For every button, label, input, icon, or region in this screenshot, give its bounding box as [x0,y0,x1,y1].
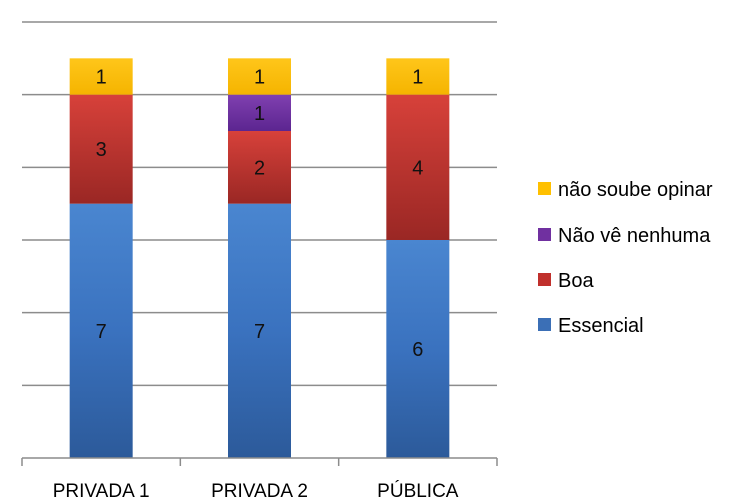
bar-essencial-2 [228,203,291,458]
data-label-nao-soube-opinar-2: 1 [254,67,265,89]
data-label-nao-ve-nenhuma-2: 1 [254,103,265,125]
bar-boa-2 [228,131,291,204]
bars: 7 3 1 7 2 1 1 6 4 1 [69,58,450,458]
bar-boa-1 [69,94,133,204]
legend-swatch-boa [538,273,551,286]
legend-label-boa: Boa [558,270,594,292]
bar-nao-soube-opinar-1 [69,58,133,95]
data-label-essencial-2: 7 [254,321,265,343]
legend-swatch-nao-ve-nenhuma [538,228,551,241]
legend-swatch-essencial [538,318,551,331]
x-tick-label-2: PRIVADA 2 [211,481,308,502]
bar-nao-soube-opinar-3 [386,58,450,95]
x-axis: PRIVADA 1 PRIVADA 2 PÚBLICA [21,457,498,502]
legend-label-essencial: Essencial [558,315,644,337]
bar-essencial-3 [386,240,450,458]
data-label-essencial-3: 6 [412,339,423,361]
legend-label-nao-soube-opinar: não soube opinar [558,179,713,201]
bar-essencial-1 [69,203,133,458]
legend-swatch-nao-soube-opinar [538,182,551,195]
data-label-essencial-1: 7 [96,321,107,343]
legend-label-nao-ve-nenhuma: Não vê nenhuma [558,225,711,247]
bar-boa-3 [386,94,450,241]
data-label-boa-3: 4 [412,157,423,179]
bar-nao-ve-nenhuma-2 [228,94,291,131]
bar-nao-soube-opinar-2 [228,58,291,95]
data-label-boa-1: 3 [96,139,107,161]
x-tick-label-1: PRIVADA 1 [53,481,150,502]
data-label-nao-soube-opinar-3: 1 [412,67,423,89]
legend: não soube opinar Não vê nenhuma Boa Essenci… [538,179,713,337]
data-label-boa-2: 2 [254,157,265,179]
data-label-nao-soube-opinar-1: 1 [96,67,107,89]
x-tick-label-3: PÚBLICA [377,480,459,502]
